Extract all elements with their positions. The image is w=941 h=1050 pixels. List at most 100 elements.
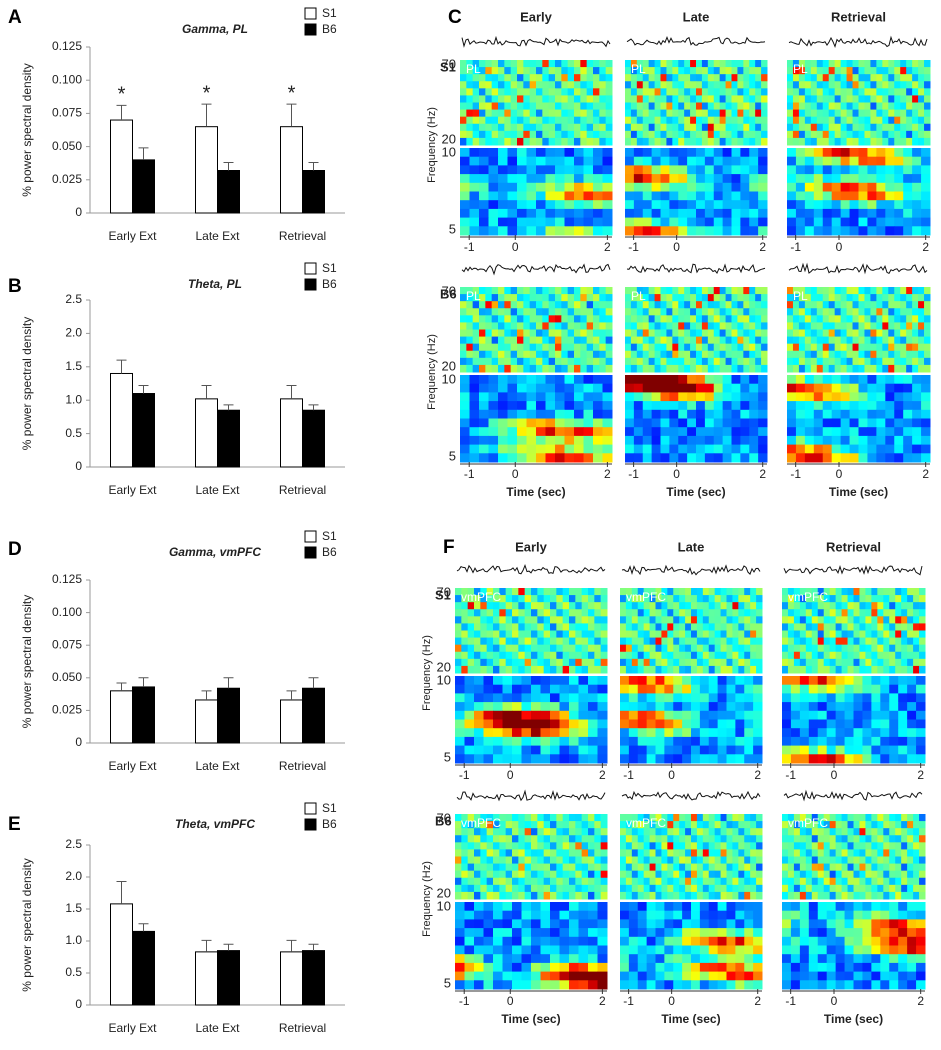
spectrogram-cell — [507, 401, 518, 411]
spectrogram-cell — [840, 308, 848, 316]
spectrogram-cell — [673, 728, 683, 738]
spectrogram-cell — [655, 658, 662, 667]
spectrogram-cell — [864, 322, 871, 330]
bar — [132, 930, 155, 1006]
spectrogram-cell — [672, 74, 679, 82]
spectrogram-cell — [521, 728, 532, 738]
spectrogram-cell — [864, 329, 871, 338]
spectrogram-cell — [567, 116, 575, 125]
spectrogram-cell — [630, 357, 638, 366]
spectrogram-cell — [831, 383, 842, 393]
spectrogram-cell — [701, 67, 709, 75]
spectrogram-cell — [702, 665, 710, 674]
spectrogram-cell — [702, 870, 710, 879]
y-tick-label: 10 — [437, 898, 451, 913]
spectrogram-cell — [472, 336, 480, 345]
spectrogram-cell — [531, 971, 541, 981]
spectrogram-cell — [912, 191, 922, 201]
spectrogram-cell — [654, 81, 661, 89]
spectrogram-cell — [787, 191, 797, 201]
spectrogram-cell — [921, 383, 931, 393]
spectrogram-cell — [542, 308, 550, 316]
spectrogram-cell — [701, 315, 709, 323]
spectrogram-cell — [921, 435, 931, 446]
spectrogram-cell — [790, 745, 801, 755]
spectrogram-cell — [521, 693, 532, 703]
lfp-trace — [626, 35, 766, 46]
spectrogram-cell — [521, 754, 532, 764]
spectrogram-cell — [749, 123, 756, 132]
significance-mark: * — [203, 82, 211, 104]
spectrogram-cell — [542, 95, 550, 103]
spectrogram-cell — [701, 60, 709, 68]
spectrogram-cell — [460, 392, 470, 402]
spectrogram-cell — [643, 821, 651, 829]
spectrogram-cell — [708, 728, 719, 738]
spectrogram-cell — [704, 427, 715, 437]
spectrogram-cell — [894, 350, 901, 359]
spectrogram-cell — [900, 137, 907, 146]
spectrogram-cell — [864, 102, 871, 111]
spectrogram-cell — [859, 644, 866, 653]
spectrogram-cell — [713, 350, 721, 359]
spectrogram-cell — [918, 74, 925, 82]
spectrogram-cell — [918, 116, 925, 125]
spectrogram-cell — [642, 329, 650, 338]
spectrogram-cell — [660, 350, 667, 359]
lfp-trace — [621, 564, 761, 576]
spectrogram-cell — [907, 754, 917, 764]
spectrogram-cell — [691, 637, 698, 646]
spectrogram-cell — [916, 676, 926, 686]
spectrogram-cell — [666, 88, 673, 96]
spectrogram-cell — [738, 849, 745, 857]
spectrogram-cell — [636, 357, 644, 366]
spectrogram-cell — [499, 877, 507, 886]
spectrogram-cell — [569, 588, 576, 596]
spectrogram-cell — [844, 693, 854, 703]
spectrogram-cell — [593, 81, 600, 89]
bar — [110, 903, 133, 1006]
spectrogram-cell — [732, 842, 739, 850]
spectrogram-cell — [684, 60, 691, 68]
spectrogram-cell — [804, 123, 812, 132]
legend-label: S1 — [322, 801, 337, 815]
spectrogram-cell — [633, 165, 644, 175]
bar — [132, 393, 155, 468]
row-label: S1 — [440, 59, 456, 74]
spectrogram-cell — [567, 308, 575, 316]
spectrogram-cell — [660, 148, 670, 158]
spectrogram-cell — [488, 182, 499, 192]
panel-letter: D — [8, 539, 22, 560]
spectrogram-cell — [679, 856, 686, 865]
spectrogram-cell — [583, 375, 594, 385]
spectrogram-cell — [858, 375, 868, 385]
spectrogram-cell — [625, 651, 633, 660]
spectrogram-cell — [888, 315, 895, 323]
spectrogram-cell — [713, 200, 724, 210]
spectrogram-cell — [713, 208, 724, 219]
spectrogram-cell — [588, 658, 595, 667]
spectrogram-cell — [479, 165, 489, 175]
spectrogram-cell — [834, 343, 842, 352]
spectrogram-cell — [749, 182, 759, 192]
spectrogram-cell — [524, 891, 532, 900]
spectrogram-cell — [588, 928, 598, 938]
spectrogram-cell — [648, 301, 656, 309]
spectrogram-cell — [461, 884, 469, 893]
spectrogram-cell — [858, 364, 865, 373]
spectrogram-cell — [651, 375, 661, 385]
spectrogram-cell — [561, 350, 569, 359]
spectrogram-cell — [840, 81, 848, 89]
spectrogram-cell — [810, 308, 818, 316]
spectrogram-cell — [569, 693, 579, 703]
spectrogram-cell — [737, 301, 744, 309]
spectrogram-cell — [588, 684, 598, 694]
spectrogram-cell — [642, 67, 650, 75]
spectrogram-cell — [758, 383, 768, 393]
spectrogram-cell — [531, 665, 538, 674]
spectrogram-cell — [537, 623, 545, 631]
spectrogram-cell — [474, 902, 484, 912]
spectrogram-cell — [455, 637, 462, 646]
spectrogram-cell — [813, 208, 824, 219]
spectrogram-cell — [660, 60, 667, 68]
